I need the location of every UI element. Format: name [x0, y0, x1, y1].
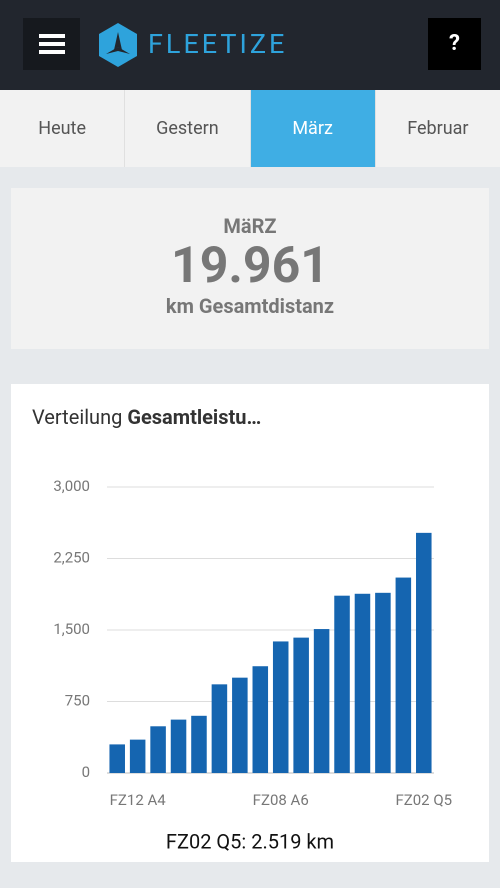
- x-tick-label: FZ02 Q5: [395, 791, 452, 809]
- bar: [313, 629, 330, 773]
- tab[interactable]: Heute: [0, 90, 126, 167]
- chart-card: Verteilung Gesamtleistu… FZ02 Q5: 2.519 …: [11, 384, 489, 862]
- bar: [272, 641, 289, 773]
- y-tick-label: 3,000: [53, 477, 90, 495]
- bar: [395, 577, 412, 773]
- x-tick-label: FZ08 A6: [253, 791, 309, 809]
- title-prefix: Verteilung: [32, 405, 122, 429]
- y-tick-label: 0: [82, 763, 90, 781]
- summary-unit: km Gesamtdistanz: [165, 294, 335, 318]
- title-main: Gesamtleistu…: [127, 405, 261, 429]
- bar: [416, 532, 432, 773]
- brand: FLEETIZE: [148, 28, 288, 60]
- bar: [211, 684, 228, 773]
- tab-active[interactable]: März: [250, 90, 376, 167]
- help-button[interactable]: ?: [428, 18, 481, 70]
- bar: [109, 744, 125, 773]
- bar: [375, 592, 391, 773]
- chart: Verteilung Gesamtleistu… FZ02 Q5: 2.519 …: [32, 405, 452, 853]
- tab[interactable]: Gestern: [125, 90, 251, 167]
- y-tick-label: 2,250: [53, 548, 90, 566]
- bar: [354, 593, 371, 773]
- app-bar: FLEETIZE ?: [0, 0, 500, 90]
- summary-label: MäRZ: [223, 214, 277, 238]
- bar: [293, 637, 309, 773]
- summary-value: 19.961: [171, 237, 329, 295]
- tab[interactable]: Februar: [407, 118, 469, 139]
- bar: [334, 595, 350, 773]
- selected-info: FZ02 Q5: 2.519 km: [166, 829, 334, 853]
- bar: [191, 715, 207, 773]
- x-tick-label: FZ12 A4: [110, 791, 167, 809]
- logo: [99, 23, 137, 67]
- tab-bar: Heute Gestern März Februar: [0, 90, 500, 167]
- summary-card: MäRZ 19.961 km Gesamtdistanz: [11, 188, 489, 349]
- bar: [150, 726, 166, 773]
- bar: [232, 677, 248, 773]
- chart-title: Verteilung Gesamtleistu…: [32, 405, 261, 429]
- y-tick-label: 1,500: [53, 620, 90, 638]
- y-tick-label: 750: [65, 691, 90, 709]
- bar: [170, 719, 187, 773]
- menu-button[interactable]: [23, 18, 80, 70]
- bar: [129, 739, 146, 773]
- bar: [252, 666, 269, 773]
